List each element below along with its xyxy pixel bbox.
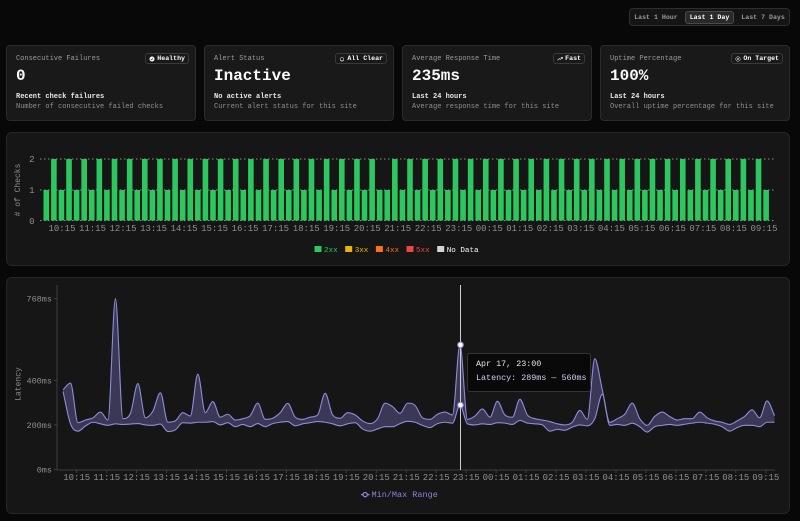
svg-text:04:15: 04:15 (598, 224, 625, 234)
svg-text:5xx: 5xx (416, 247, 430, 255)
svg-text:400ms: 400ms (26, 376, 52, 386)
svg-text:Min/Max Range: Min/Max Range (372, 490, 438, 500)
svg-text:10:15: 10:15 (48, 224, 75, 234)
svg-text:2xx: 2xx (324, 247, 338, 255)
svg-text:13:15: 13:15 (140, 224, 167, 234)
svg-text:12:15: 12:15 (109, 224, 136, 234)
svg-text:04:15: 04:15 (602, 473, 629, 483)
svg-text:768ms: 768ms (26, 295, 52, 305)
svg-text:2: 2 (29, 155, 34, 165)
svg-text:08:15: 08:15 (722, 473, 749, 483)
svg-text:No Data: No Data (447, 247, 479, 255)
svg-text:09:15: 09:15 (752, 473, 779, 483)
svg-text:21:15: 21:15 (393, 473, 420, 483)
svg-text:3xx: 3xx (355, 247, 369, 255)
svg-text:20:15: 20:15 (363, 473, 390, 483)
svg-text:02:15: 02:15 (537, 224, 564, 234)
svg-text:22:15: 22:15 (423, 473, 450, 483)
svg-text:07:15: 07:15 (689, 224, 716, 234)
svg-text:19:15: 19:15 (333, 473, 360, 483)
svg-text:00:15: 00:15 (483, 473, 510, 483)
svg-text:18:15: 18:15 (303, 473, 330, 483)
svg-text:4xx: 4xx (385, 247, 399, 255)
svg-text:23:15: 23:15 (453, 473, 480, 483)
svg-text:05:15: 05:15 (628, 224, 655, 234)
svg-text:00:15: 00:15 (476, 224, 503, 234)
svg-text:0: 0 (29, 217, 34, 227)
svg-text:09:15: 09:15 (750, 224, 777, 234)
svg-text:10:15: 10:15 (63, 473, 90, 483)
svg-text:08:15: 08:15 (720, 224, 747, 234)
svg-text:21:15: 21:15 (384, 224, 411, 234)
svg-text:13:15: 13:15 (153, 473, 180, 483)
svg-text:07:15: 07:15 (692, 473, 719, 483)
svg-text:# of Checks: # of Checks (14, 163, 23, 216)
svg-text:11:15: 11:15 (79, 224, 106, 234)
svg-text:01:15: 01:15 (513, 473, 540, 483)
svg-text:17:15: 17:15 (262, 224, 289, 234)
svg-text:0ms: 0ms (37, 465, 52, 475)
svg-text:14:15: 14:15 (183, 473, 210, 483)
svg-text:20:15: 20:15 (354, 224, 381, 234)
svg-text:02:15: 02:15 (543, 473, 570, 483)
svg-text:18:15: 18:15 (293, 224, 320, 234)
svg-text:Latency: Latency (15, 367, 24, 401)
svg-text:05:15: 05:15 (632, 473, 659, 483)
svg-text:15:15: 15:15 (201, 224, 228, 234)
svg-text:06:15: 06:15 (659, 224, 686, 234)
svg-text:03:15: 03:15 (572, 473, 599, 483)
svg-text:06:15: 06:15 (662, 473, 689, 483)
svg-text:14:15: 14:15 (171, 224, 198, 234)
svg-text:15:15: 15:15 (213, 473, 240, 483)
svg-text:200ms: 200ms (26, 421, 52, 431)
svg-text:01:15: 01:15 (506, 224, 533, 234)
svg-text:17:15: 17:15 (273, 473, 300, 483)
svg-text:22:15: 22:15 (415, 224, 442, 234)
svg-text:23:15: 23:15 (445, 224, 472, 234)
svg-text:19:15: 19:15 (323, 224, 350, 234)
svg-text:03:15: 03:15 (567, 224, 594, 234)
svg-text:1: 1 (29, 186, 34, 196)
svg-text:12:15: 12:15 (123, 473, 150, 483)
svg-text:16:15: 16:15 (243, 473, 270, 483)
svg-text:11:15: 11:15 (93, 473, 120, 483)
svg-text:16:15: 16:15 (232, 224, 259, 234)
